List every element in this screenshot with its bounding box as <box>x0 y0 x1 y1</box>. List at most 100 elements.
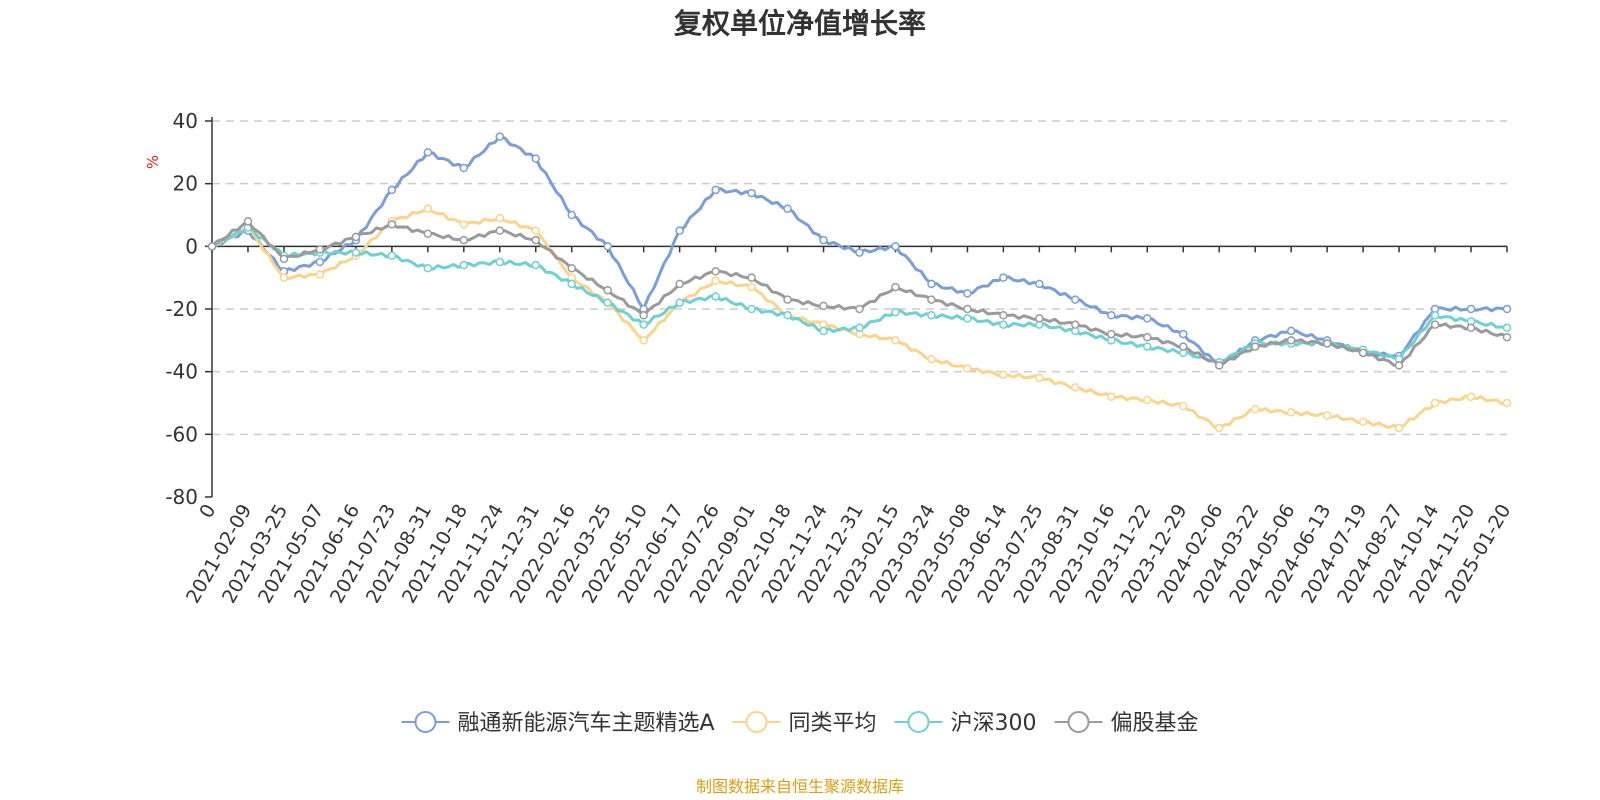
data-point <box>243 217 253 226</box>
legend-label: 沪深300 <box>951 711 1037 736</box>
y-tick-label: -80 <box>165 485 198 509</box>
data-point <box>279 273 289 282</box>
data-point <box>747 282 756 292</box>
data-point <box>891 307 900 317</box>
legend-item-3[interactable]: 偏股基金 <box>1054 711 1199 736</box>
data-point <box>423 229 433 239</box>
data-point <box>747 304 756 314</box>
series-1 <box>207 204 1512 433</box>
data-point <box>1430 398 1440 408</box>
data-point <box>495 257 505 267</box>
data-point <box>999 273 1008 282</box>
data-point <box>819 326 828 336</box>
data-point <box>459 220 469 229</box>
data-point <box>423 148 433 157</box>
legend-item-1[interactable]: 同类平均 <box>732 711 877 736</box>
y-tick-label: 20 <box>173 172 198 196</box>
data-point <box>1322 411 1332 420</box>
series-2 <box>207 223 1512 367</box>
data-point <box>387 251 397 260</box>
series-group <box>207 132 1512 433</box>
data-point <box>495 213 505 223</box>
data-point <box>1143 342 1152 351</box>
data-point <box>819 235 828 245</box>
data-point <box>1071 383 1080 392</box>
data-point <box>819 301 828 311</box>
data-point <box>495 226 505 235</box>
data-point <box>711 267 720 276</box>
data-point <box>279 254 289 264</box>
data-point <box>1466 392 1476 401</box>
data-point <box>1107 392 1116 401</box>
data-point <box>963 314 972 323</box>
data-point <box>1035 279 1044 289</box>
data-point <box>1035 373 1044 383</box>
data-point <box>855 304 864 314</box>
data-point <box>1286 336 1296 345</box>
data-point <box>855 323 864 333</box>
data-point <box>639 311 648 320</box>
data-point <box>1502 304 1512 314</box>
data-point <box>1430 311 1440 320</box>
data-point <box>1358 348 1368 358</box>
legend-circle-icon <box>745 711 768 733</box>
data-point <box>963 289 972 298</box>
data-point <box>783 295 792 304</box>
data-point <box>567 210 576 220</box>
data-point <box>207 242 217 251</box>
data-point <box>999 311 1008 320</box>
data-point <box>711 185 720 195</box>
data-point <box>495 132 505 141</box>
data-point <box>1250 342 1260 351</box>
data-point <box>639 336 648 345</box>
data-point <box>855 248 864 257</box>
data-point <box>315 245 325 254</box>
legend-circle-icon <box>414 711 437 733</box>
y-tick-label: -60 <box>165 422 198 446</box>
data-point <box>1466 323 1476 333</box>
data-point <box>1071 320 1080 329</box>
data-point <box>567 279 576 289</box>
data-point <box>315 270 325 279</box>
legend-item-0[interactable]: 融通新能源汽车主题精选A <box>401 711 715 736</box>
data-point <box>1502 332 1512 342</box>
data-point <box>531 235 540 245</box>
data-point <box>639 320 648 329</box>
data-point <box>1179 329 1188 339</box>
data-point <box>999 370 1008 380</box>
data-point <box>1286 326 1296 336</box>
data-point <box>1394 361 1404 370</box>
legend-circle-icon <box>907 711 930 733</box>
data-source-note: 制图数据来自恒生聚源数据库 <box>696 777 904 796</box>
data-point <box>603 242 612 251</box>
data-point <box>351 232 361 242</box>
data-point <box>531 154 540 163</box>
data-point <box>1143 332 1152 342</box>
data-point <box>1143 314 1152 323</box>
chart-title: 复权单位净值增长率 <box>674 7 926 40</box>
data-point <box>1430 320 1440 329</box>
data-point <box>1502 398 1512 408</box>
data-point <box>963 364 972 373</box>
data-point <box>423 204 433 213</box>
data-point <box>351 248 361 257</box>
data-point <box>1466 304 1476 314</box>
data-point <box>927 279 936 289</box>
data-point <box>567 264 576 273</box>
data-point <box>459 235 469 245</box>
y-axis-unit: % <box>144 155 162 169</box>
y-tick-label: 0 <box>185 234 198 258</box>
legend-item-2[interactable]: 沪深300 <box>894 711 1037 736</box>
data-point <box>459 260 469 270</box>
data-point <box>711 276 720 286</box>
data-point <box>891 336 900 345</box>
x-axis-ticks: 02021-02-092021-03-252021-05-072021-06-1… <box>182 246 1515 607</box>
data-point <box>315 257 325 267</box>
legend-label: 同类平均 <box>789 711 877 736</box>
data-point <box>1322 339 1332 348</box>
data-point <box>387 185 397 195</box>
data-point <box>1179 401 1188 411</box>
data-point <box>747 273 756 282</box>
data-point <box>1071 295 1080 304</box>
